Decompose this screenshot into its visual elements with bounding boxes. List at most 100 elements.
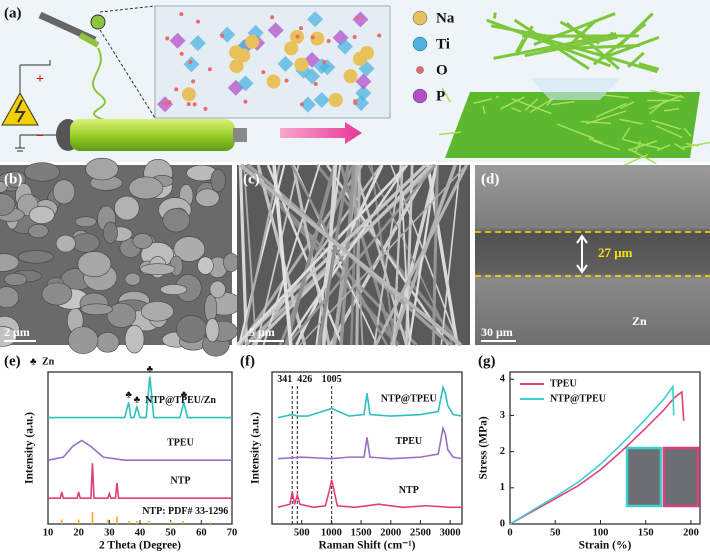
x-tick-label: 0 [507, 527, 512, 538]
y-tick-label: 0 [500, 518, 505, 529]
grain [86, 158, 119, 180]
inset-photo [627, 448, 661, 506]
panel-label: (f) [240, 353, 255, 369]
atom [229, 45, 243, 59]
grain [81, 304, 113, 315]
substrate-label: Zn [632, 314, 647, 328]
atom [245, 35, 259, 49]
x-tick-label: 70 [227, 527, 238, 538]
atom [182, 87, 196, 101]
panel-label: (d) [481, 171, 499, 187]
x-tick-label: 20 [73, 527, 84, 538]
atom [360, 46, 374, 60]
peak-marker: ♣ [147, 364, 154, 375]
legend-label: P [436, 88, 445, 104]
grain [72, 233, 99, 252]
grain [133, 233, 153, 248]
grain [160, 284, 187, 294]
x-tick-label: 50 [550, 527, 561, 538]
atom [220, 34, 224, 38]
x-tick-label: 10 [43, 527, 54, 538]
legend-swatch [413, 11, 427, 25]
atom [296, 35, 300, 39]
grain [141, 302, 173, 322]
atom [180, 52, 184, 56]
reference-line-label: 1005 [322, 374, 342, 385]
x-tick-label: 500 [294, 527, 310, 538]
grain [198, 257, 214, 275]
series-line [48, 440, 232, 460]
atom [285, 79, 289, 83]
marker-legend-label: Zn [42, 356, 55, 367]
atom [353, 35, 357, 39]
legend-label: Na [436, 10, 455, 26]
atom [193, 102, 197, 106]
atom [284, 41, 298, 55]
fiber [494, 13, 495, 19]
grain [140, 264, 175, 275]
atom [299, 26, 303, 30]
grain [206, 318, 219, 342]
reference-line-label: 426 [297, 374, 312, 385]
atom [179, 12, 183, 16]
atom [196, 20, 200, 24]
atom [230, 59, 244, 73]
series-label: TPEU [167, 438, 194, 449]
x-tick-label: 200 [683, 527, 699, 538]
inset-photo [664, 448, 698, 506]
peak-marker: ♣ [181, 390, 188, 401]
series-label: NTP@TPEU [381, 394, 437, 405]
scale-label: 5 μm [249, 325, 275, 339]
x-tick-label: 2000 [380, 527, 401, 538]
grain [129, 177, 163, 199]
x-tick-label: 1500 [351, 527, 372, 538]
atom [188, 60, 192, 64]
legend-swatch [413, 37, 427, 51]
grain [28, 224, 48, 238]
polarity: − [36, 129, 44, 144]
series-line [48, 463, 232, 498]
panel-label: (e) [4, 353, 21, 369]
atom [270, 15, 274, 19]
atom [294, 58, 308, 72]
grain [176, 315, 206, 342]
atom [355, 16, 359, 20]
grain [53, 180, 75, 204]
y-tick-label: 4 [500, 374, 506, 385]
legend-swatch [417, 67, 424, 74]
y-tick-label: 1 [500, 482, 505, 493]
grain [163, 208, 190, 232]
roller-axle [233, 128, 247, 142]
roller [70, 119, 235, 151]
atom [322, 60, 326, 64]
grain [18, 250, 53, 263]
grain [68, 327, 98, 354]
y-tick-label: 2 [500, 446, 505, 457]
atom [300, 102, 304, 106]
peak-marker: ♣ [134, 394, 141, 405]
atom [261, 70, 265, 74]
series-label: NTP [170, 476, 190, 487]
legend-label: NTP@TPEU [550, 393, 606, 404]
grain [24, 163, 60, 182]
atom [327, 39, 331, 43]
grain [114, 196, 139, 220]
grain [125, 325, 144, 353]
grain [103, 222, 117, 243]
grain [210, 281, 226, 298]
x-tick-label: 40 [135, 527, 146, 538]
grain [78, 251, 111, 276]
atom [353, 101, 357, 105]
x-tick-label: 60 [196, 527, 207, 538]
sem-image [475, 165, 710, 345]
atom [187, 102, 191, 106]
grain [4, 273, 26, 285]
y-tick-label: 3 [500, 410, 505, 421]
scale-label: 30 μm [481, 325, 513, 339]
scale-label: 2 μm [4, 325, 30, 339]
x-tick-label: 100 [593, 527, 609, 538]
x-tick-label: 150 [638, 527, 654, 538]
atom [174, 87, 178, 91]
x-axis-label: Strain (%) [579, 540, 632, 552]
